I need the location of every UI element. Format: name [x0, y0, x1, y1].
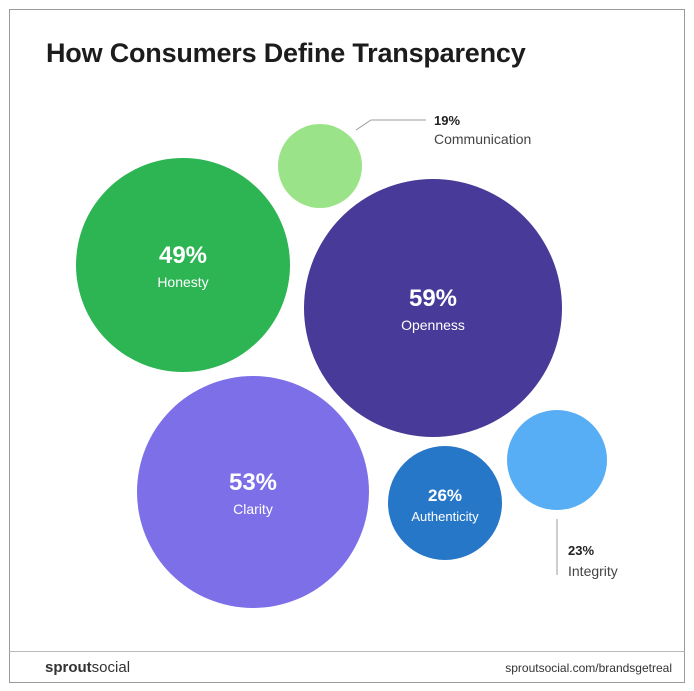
- bubble-communication: [278, 124, 362, 208]
- bubble-label-communication: Communication: [434, 131, 531, 147]
- leader-line-communication: [355, 119, 426, 131]
- bubble-authenticity: [388, 446, 502, 560]
- brand-bold: sprout: [45, 659, 92, 676]
- bubble-value-clarity: 53%: [229, 469, 277, 496]
- bubble-openness: [304, 179, 562, 437]
- bubble-label-honesty: Honesty: [157, 274, 208, 290]
- brand-url: sproutsocial.com/brandsgetreal: [505, 661, 672, 675]
- bubble-label-openness: Openness: [401, 317, 465, 333]
- brand-regular: social: [91, 659, 131, 676]
- bubble-integrity: [507, 410, 607, 510]
- bubble-value-integrity: 23%: [568, 543, 594, 558]
- bubble-clarity: [137, 376, 369, 608]
- footer-divider: [9, 651, 685, 652]
- bubble-value-honesty: 49%: [159, 242, 207, 269]
- bubble-value-communication: 19%: [434, 113, 460, 128]
- bubble-value-authenticity: 26%: [428, 486, 462, 505]
- brand-logo: sproutsocial: [45, 659, 130, 676]
- bubble-value-openness: 59%: [409, 285, 457, 312]
- bubble-label-clarity: Clarity: [233, 501, 273, 517]
- bubble-label-integrity: Integrity: [568, 563, 618, 579]
- chart-title: How Consumers Define Transparency: [46, 38, 526, 68]
- bubble-label-authenticity: Authenticity: [411, 509, 479, 524]
- bubble-honesty: [76, 158, 290, 372]
